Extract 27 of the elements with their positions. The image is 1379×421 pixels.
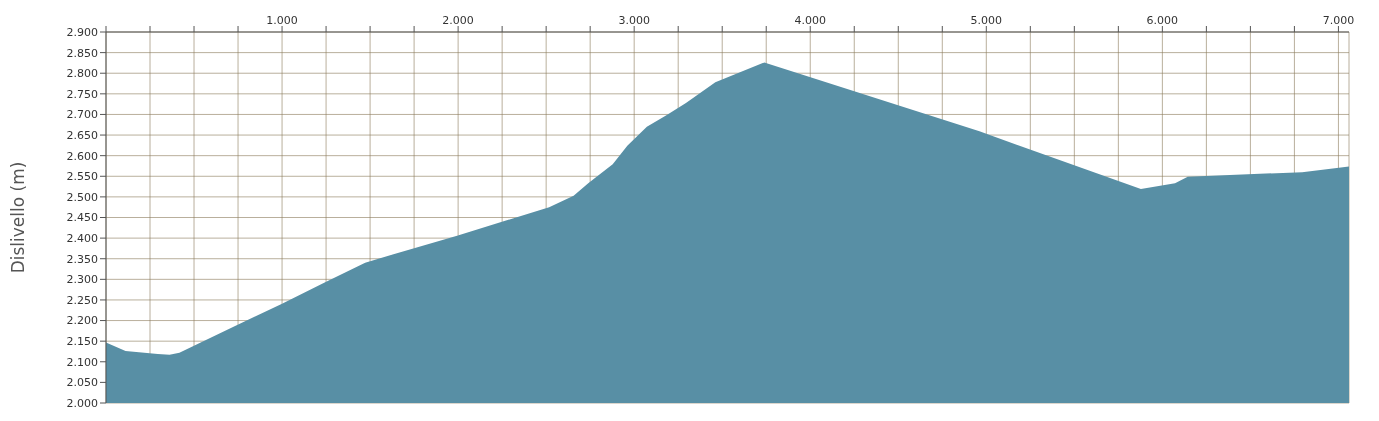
- y-tick-label: 2.550: [66, 170, 98, 184]
- y-tick-label: 2.250: [66, 293, 98, 307]
- y-tick-label: 2.600: [66, 149, 98, 163]
- y-axis-title: Dislivello (m): [8, 161, 29, 274]
- x-tick-label: 4.000: [794, 14, 826, 27]
- y-tick-label: 2.050: [66, 376, 98, 390]
- x-tick-label: 5.000: [970, 14, 1003, 27]
- y-tick-label: 2.400: [66, 232, 98, 246]
- y-tick-label: 2.350: [66, 252, 98, 266]
- y-tick-label: 2.850: [66, 46, 98, 60]
- y-tick-label: 2.300: [66, 273, 98, 287]
- y-tick-label: 2.650: [66, 128, 98, 142]
- y-tick-label: 2.200: [66, 314, 98, 328]
- x-tick-label: 2.000: [442, 14, 474, 27]
- y-tick-label: 2.750: [66, 87, 98, 101]
- x-tick-label: 1.000: [266, 14, 298, 27]
- x-tick-label: 6.000: [1146, 14, 1179, 27]
- y-tick-label: 2.000: [66, 396, 98, 410]
- y-tick-label: 2.100: [66, 355, 98, 369]
- x-tick-label: 3.000: [618, 14, 650, 27]
- y-tick-label: 2.900: [66, 25, 98, 39]
- y-tick-label: 2.800: [66, 67, 98, 81]
- y-tick-label: 2.150: [66, 335, 98, 349]
- x-tick-label: 7.000: [1322, 14, 1355, 27]
- y-tick-label: 2.700: [66, 108, 98, 122]
- y-tick-label: 2.500: [66, 190, 98, 204]
- y-tick-label: 2.450: [66, 211, 98, 225]
